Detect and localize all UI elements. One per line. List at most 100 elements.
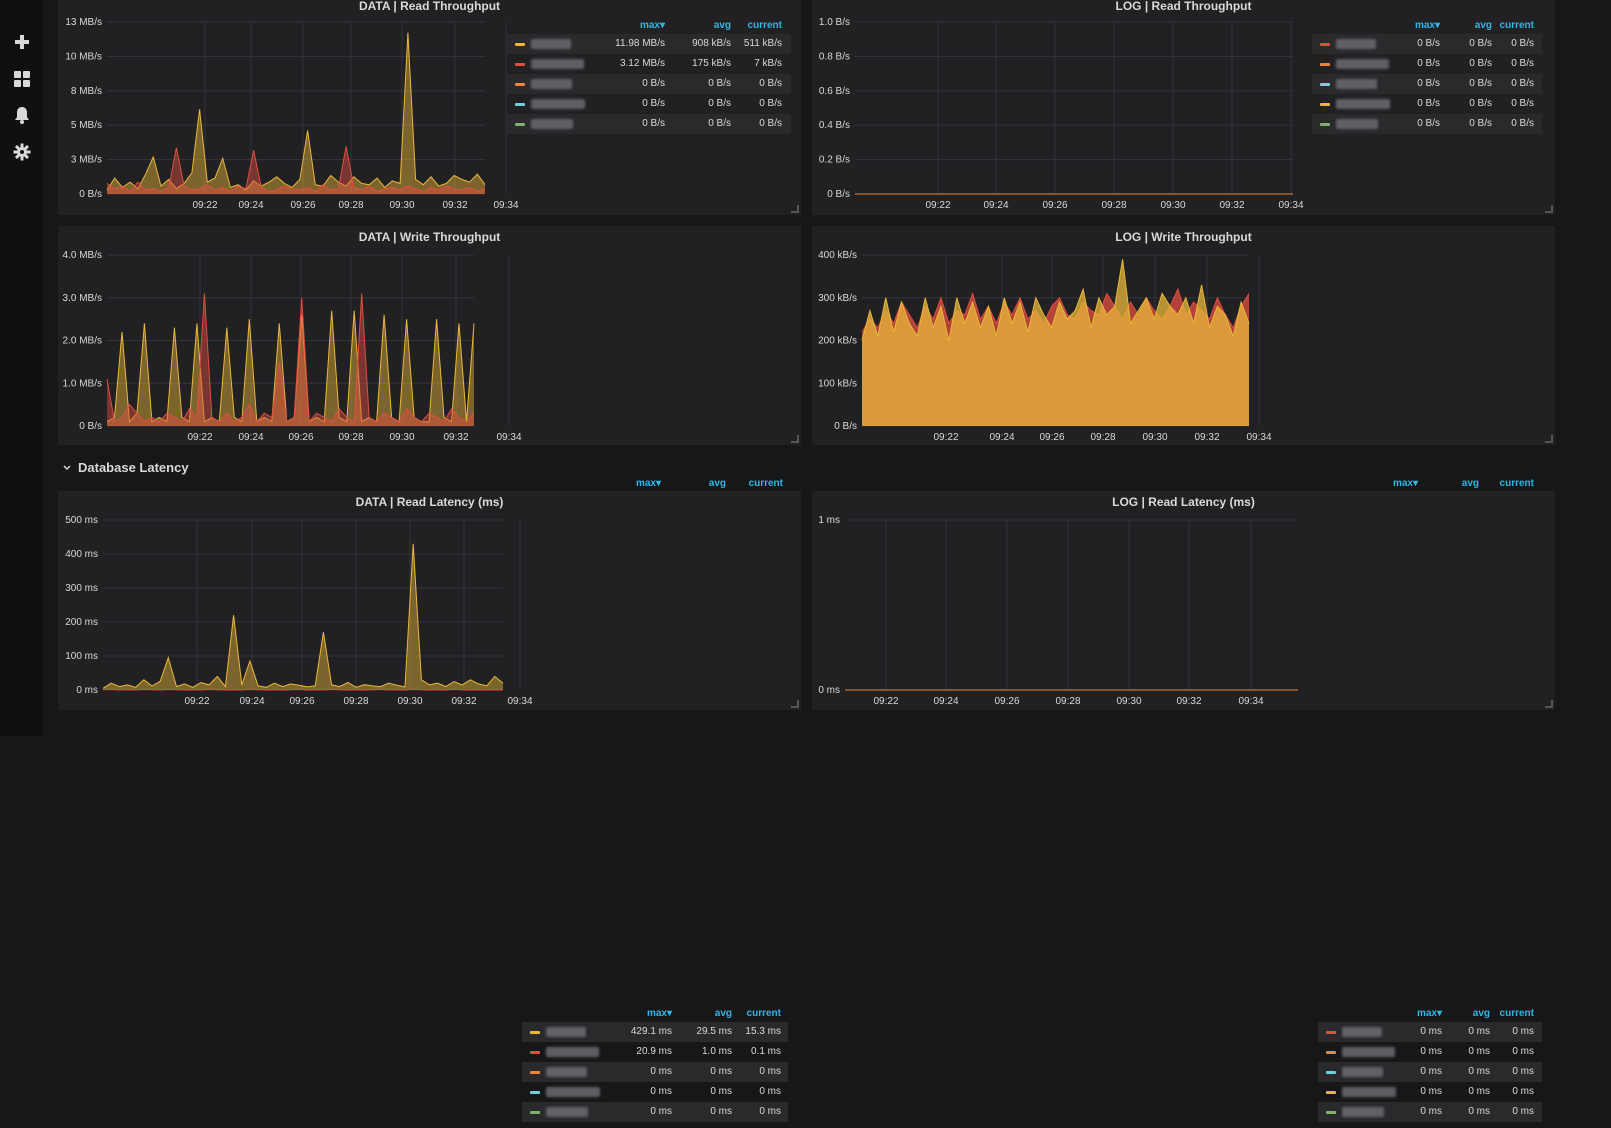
legend-header-max[interactable]: max▾ (1380, 20, 1440, 31)
legend-row[interactable]: 0 ms 0 ms 0 ms (1318, 1102, 1542, 1122)
bell-icon[interactable] (8, 101, 36, 129)
resize-handle[interactable] (791, 205, 799, 213)
x-tick-label: 09:24 (239, 696, 264, 707)
legend-header-current[interactable]: current (1474, 20, 1534, 31)
legend-row[interactable]: 0 B/s 0 B/s 0 B/s (507, 74, 791, 94)
chart[interactable]: 13 MB/s 10 MB/s 8 MB/s 5 MB/s 3 MB/s 0 B/s 09:… (58, 0, 801, 215)
legend-header-current[interactable]: current (1474, 478, 1534, 489)
y-tick-label: 8 MB/s (71, 86, 102, 97)
series-line (106, 146, 486, 193)
panel-title[interactable]: DATA | Read Latency (ms) (355, 495, 504, 509)
dashboards-icon[interactable] (8, 65, 36, 93)
x-tick-label: 09:28 (343, 696, 368, 707)
resize-handle[interactable] (791, 700, 799, 708)
legend-header-current[interactable]: current (721, 1008, 781, 1019)
legend-header-max[interactable]: max▾ (1358, 478, 1418, 489)
chart[interactable]: 4.0 MB/s 3.0 MB/s 2.0 MB/s 1.0 MB/s 0 B/s 09:… (58, 226, 801, 445)
legend-row[interactable]: 0 B/s 0 B/s 0 B/s (1312, 94, 1542, 114)
y-tick-label: 4.0 MB/s (63, 250, 102, 261)
resize-handle[interactable] (1545, 435, 1553, 443)
series-color-swatch[interactable] (515, 123, 525, 126)
legend-value-max: 0 B/s (642, 98, 665, 109)
legend-row[interactable]: 0 B/s 0 B/s 0 B/s (1312, 34, 1542, 54)
plus-icon[interactable] (8, 28, 36, 56)
legend-row[interactable]: 429.1 ms 29.5 ms 15.3 ms (522, 1022, 788, 1042)
chart[interactable]: 1.0 B/s 0.8 B/s 0.6 B/s 0.4 B/s 0.2 B/s 0 B/s… (812, 0, 1555, 215)
legend-header-avg[interactable]: avg (1432, 20, 1492, 31)
series-color-swatch[interactable] (1326, 1031, 1336, 1034)
legend-header-current[interactable]: current (1474, 1008, 1534, 1019)
series-color-swatch[interactable] (1326, 1111, 1336, 1114)
chart[interactable]: 400 kB/s 300 kB/s 200 kB/s 100 kB/s 0 B/s 09:… (812, 226, 1555, 445)
series-color-swatch[interactable] (515, 83, 525, 86)
legend-row[interactable]: 0 ms 0 ms 0 ms (522, 1082, 788, 1102)
series-color-swatch[interactable] (1320, 43, 1330, 46)
redacted-series-name (1336, 59, 1389, 69)
legend-row[interactable]: 0 B/s 0 B/s 0 B/s (1312, 114, 1542, 134)
legend-header-avg[interactable]: avg (671, 20, 731, 31)
legend-header-label: current (1499, 20, 1534, 31)
series-color-swatch[interactable] (1320, 103, 1330, 106)
legend-row[interactable]: 0 ms 0 ms 0 ms (522, 1062, 788, 1082)
panel-title[interactable]: LOG | Write Throughput (1115, 230, 1252, 244)
resize-handle[interactable] (1545, 205, 1553, 213)
redacted-series-name (531, 119, 573, 129)
x-tick-label: 09:34 (1278, 200, 1303, 211)
redacted-series-name (546, 1067, 587, 1077)
panel-title[interactable]: LOG | Read Throughput (1115, 0, 1252, 13)
legend-row[interactable]: 0 ms 0 ms 0 ms (1318, 1062, 1542, 1082)
panel-title[interactable]: LOG | Read Latency (ms) (1112, 495, 1255, 509)
panel-title[interactable]: DATA | Read Throughput (358, 0, 501, 13)
redacted-series-name (531, 79, 572, 89)
legend-row[interactable]: 0 ms 0 ms 0 ms (1318, 1042, 1542, 1062)
x-tick-label: 09:32 (1176, 696, 1201, 707)
redacted-series-name (1336, 119, 1378, 129)
legend-value-avg: 0 B/s (1469, 38, 1492, 49)
panel-title[interactable]: DATA | Write Throughput (358, 230, 501, 244)
series-color-swatch[interactable] (515, 103, 525, 106)
legend-row[interactable]: 0 ms 0 ms 0 ms (522, 1102, 788, 1122)
legend-row[interactable]: 0 B/s 0 B/s 0 B/s (507, 114, 791, 134)
series-color-swatch[interactable] (1326, 1071, 1336, 1074)
legend-header-avg[interactable]: avg (666, 478, 726, 489)
series-color-swatch[interactable] (515, 63, 525, 66)
series-color-swatch[interactable] (1326, 1091, 1336, 1094)
gear-icon[interactable] (8, 138, 36, 166)
legend-row[interactable]: 0 ms 0 ms 0 ms (1318, 1082, 1542, 1102)
legend-value-current: 0 ms (1512, 1106, 1534, 1117)
legend-row[interactable]: 20.9 ms 1.0 ms 0.1 ms (522, 1042, 788, 1062)
chart[interactable]: 500 ms 400 ms 300 ms 200 ms 100 ms 0 ms 09:22 0… (58, 491, 801, 710)
legend-header-avg[interactable]: avg (1419, 478, 1479, 489)
series-color-swatch[interactable] (1320, 63, 1330, 66)
series-color-swatch[interactable] (530, 1031, 540, 1034)
series-color-swatch[interactable] (530, 1051, 540, 1054)
series-color-swatch[interactable] (1320, 123, 1330, 126)
y-tick-label: 100 kB/s (818, 378, 857, 389)
x-tick-label: 09:32 (442, 200, 467, 211)
legend-row[interactable]: 3.12 MB/s 175 kB/s 7 kB/s (507, 54, 791, 74)
row-header-database-latency[interactable]: Database Latency (62, 460, 189, 475)
legend-header-max[interactable]: max▾ (601, 478, 661, 489)
legend-row[interactable]: 0 ms 0 ms 0 ms (1318, 1022, 1542, 1042)
series-color-swatch[interactable] (1320, 83, 1330, 86)
legend-row[interactable]: 0 B/s 0 B/s 0 B/s (1312, 74, 1542, 94)
chart[interactable]: 1 ms 0 ms 09:22 09:24 09:26 09:28 09:30 09:32 09… (812, 491, 1555, 710)
legend-value-current: 0 ms (1512, 1026, 1534, 1037)
resize-handle[interactable] (1545, 700, 1553, 708)
series-color-swatch[interactable] (530, 1111, 540, 1114)
legend-row[interactable]: 0 B/s 0 B/s 0 B/s (1312, 54, 1542, 74)
x-tick-label: 09:26 (289, 696, 314, 707)
legend-row[interactable]: 11.98 MB/s 908 kB/s 511 kB/s (507, 34, 791, 54)
legend-header-current[interactable]: current (722, 20, 782, 31)
series-color-swatch[interactable] (515, 43, 525, 46)
series-color-swatch[interactable] (1326, 1051, 1336, 1054)
legend-header-max[interactable]: max▾ (612, 1008, 672, 1019)
series-color-swatch[interactable] (530, 1091, 540, 1094)
legend-header-current[interactable]: current (723, 478, 783, 489)
legend-header-label: current (1499, 478, 1534, 489)
series-color-swatch[interactable] (530, 1071, 540, 1074)
series-line (861, 259, 1250, 341)
legend-row[interactable]: 0 B/s 0 B/s 0 B/s (507, 94, 791, 114)
resize-handle[interactable] (791, 435, 799, 443)
legend-header-max[interactable]: max▾ (605, 20, 665, 31)
